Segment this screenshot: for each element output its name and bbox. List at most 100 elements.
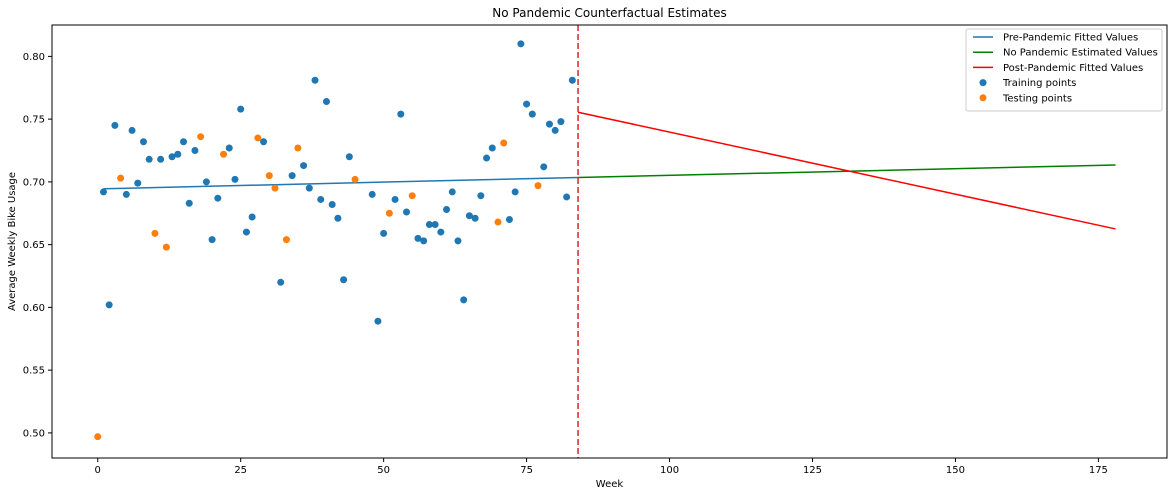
training-point <box>437 228 445 236</box>
training-point <box>431 221 439 229</box>
training-point <box>505 216 513 224</box>
testing-point <box>534 182 542 190</box>
testing-point <box>385 209 393 217</box>
y-tick-label: 0.70 <box>23 177 45 188</box>
legend-label: Testing points <box>1002 93 1072 104</box>
training-point <box>242 228 250 236</box>
testing-point <box>94 433 102 441</box>
training-point <box>174 150 182 158</box>
testing-point <box>265 172 273 180</box>
training-point <box>288 172 296 180</box>
training-point <box>540 163 548 171</box>
training-point <box>180 138 188 146</box>
training-point <box>391 195 399 203</box>
testing-point <box>500 139 508 147</box>
testing-point <box>282 236 290 244</box>
training-point <box>334 214 342 222</box>
training-point <box>202 178 210 186</box>
series-line-2 <box>577 111 1116 230</box>
legend-label: Post-Pandemic Fitted Values <box>1003 63 1143 74</box>
training-point <box>111 121 119 129</box>
testing-point <box>162 243 170 251</box>
training-point <box>368 190 376 198</box>
training-point <box>322 98 330 106</box>
legend-swatch-dot <box>979 79 987 87</box>
training-point <box>483 154 491 162</box>
training-point <box>443 205 451 213</box>
legend-box <box>965 28 1163 112</box>
training-point <box>191 147 199 155</box>
training-point <box>448 188 456 196</box>
testing-point <box>494 218 502 226</box>
training-point <box>380 229 388 237</box>
training-point <box>340 276 348 284</box>
training-point <box>517 40 525 48</box>
y-tick-label: 0.60 <box>23 303 45 314</box>
x-tick-label: 150 <box>946 465 965 476</box>
training-point <box>168 153 176 161</box>
x-axis-title: Week <box>596 479 624 490</box>
testing-point <box>271 184 279 192</box>
legend-label: No Pandemic Estimated Values <box>1003 48 1158 59</box>
plot-area <box>94 25 1116 458</box>
training-point <box>420 237 428 245</box>
training-point <box>511 188 519 196</box>
testing-point <box>294 144 302 152</box>
training-point <box>563 193 571 201</box>
training-point <box>122 190 130 198</box>
training-point <box>248 213 256 221</box>
testing-point <box>254 134 262 142</box>
testing-point <box>220 150 228 158</box>
training-point <box>260 138 268 146</box>
plot-frame <box>51 24 1168 459</box>
training-point <box>528 110 536 118</box>
training-point <box>328 200 336 208</box>
training-point <box>545 120 553 128</box>
training-point <box>397 110 405 118</box>
training-point <box>460 296 468 304</box>
y-tick-label: 0.75 <box>23 115 45 126</box>
x-tick-label: 25 <box>234 465 247 476</box>
legend-swatch-dot <box>979 94 987 102</box>
training-point <box>477 192 485 200</box>
training-point <box>105 301 113 309</box>
legend-label: Training points <box>1002 78 1076 89</box>
x-tick-label: 100 <box>660 465 679 476</box>
training-point <box>374 317 382 325</box>
x-tick-label: 0 <box>95 465 101 476</box>
y-tick-label: 0.65 <box>23 240 45 251</box>
testing-point <box>408 192 416 200</box>
x-tick-label: 175 <box>1089 465 1108 476</box>
testing-point <box>197 133 205 141</box>
training-point <box>454 237 462 245</box>
training-point <box>317 195 325 203</box>
training-point <box>134 179 142 187</box>
training-point <box>300 162 308 170</box>
training-point <box>414 234 422 242</box>
y-tick-label: 0.80 <box>23 52 45 63</box>
training-point <box>185 199 193 207</box>
y-tick-label: 0.55 <box>23 366 45 377</box>
training-point <box>128 126 136 134</box>
legend-label: Pre-Pandemic Fitted Values <box>1003 33 1138 44</box>
series-line-0 <box>103 176 579 190</box>
training-point <box>551 126 559 134</box>
testing-point <box>351 175 359 183</box>
axes: 0 25 50 75 100 125 150 175 0.50 0.55 0.60 0.65 0.70 0… <box>23 52 1108 476</box>
training-point <box>231 175 239 183</box>
training-point <box>157 155 165 163</box>
training-point <box>99 188 107 196</box>
x-tick-label: 50 <box>377 465 390 476</box>
training-point <box>345 153 353 161</box>
training-point <box>425 221 433 229</box>
training-point <box>214 194 222 202</box>
training-point <box>471 214 479 222</box>
training-point <box>557 118 565 126</box>
chart-title: No Pandemic Counterfactual Estimates <box>492 6 726 20</box>
y-axis-title: Average Weekly Bike Usage <box>7 172 18 311</box>
testing-point <box>151 229 159 237</box>
training-point <box>568 76 576 84</box>
training-point <box>208 236 216 244</box>
training-point <box>225 144 233 152</box>
